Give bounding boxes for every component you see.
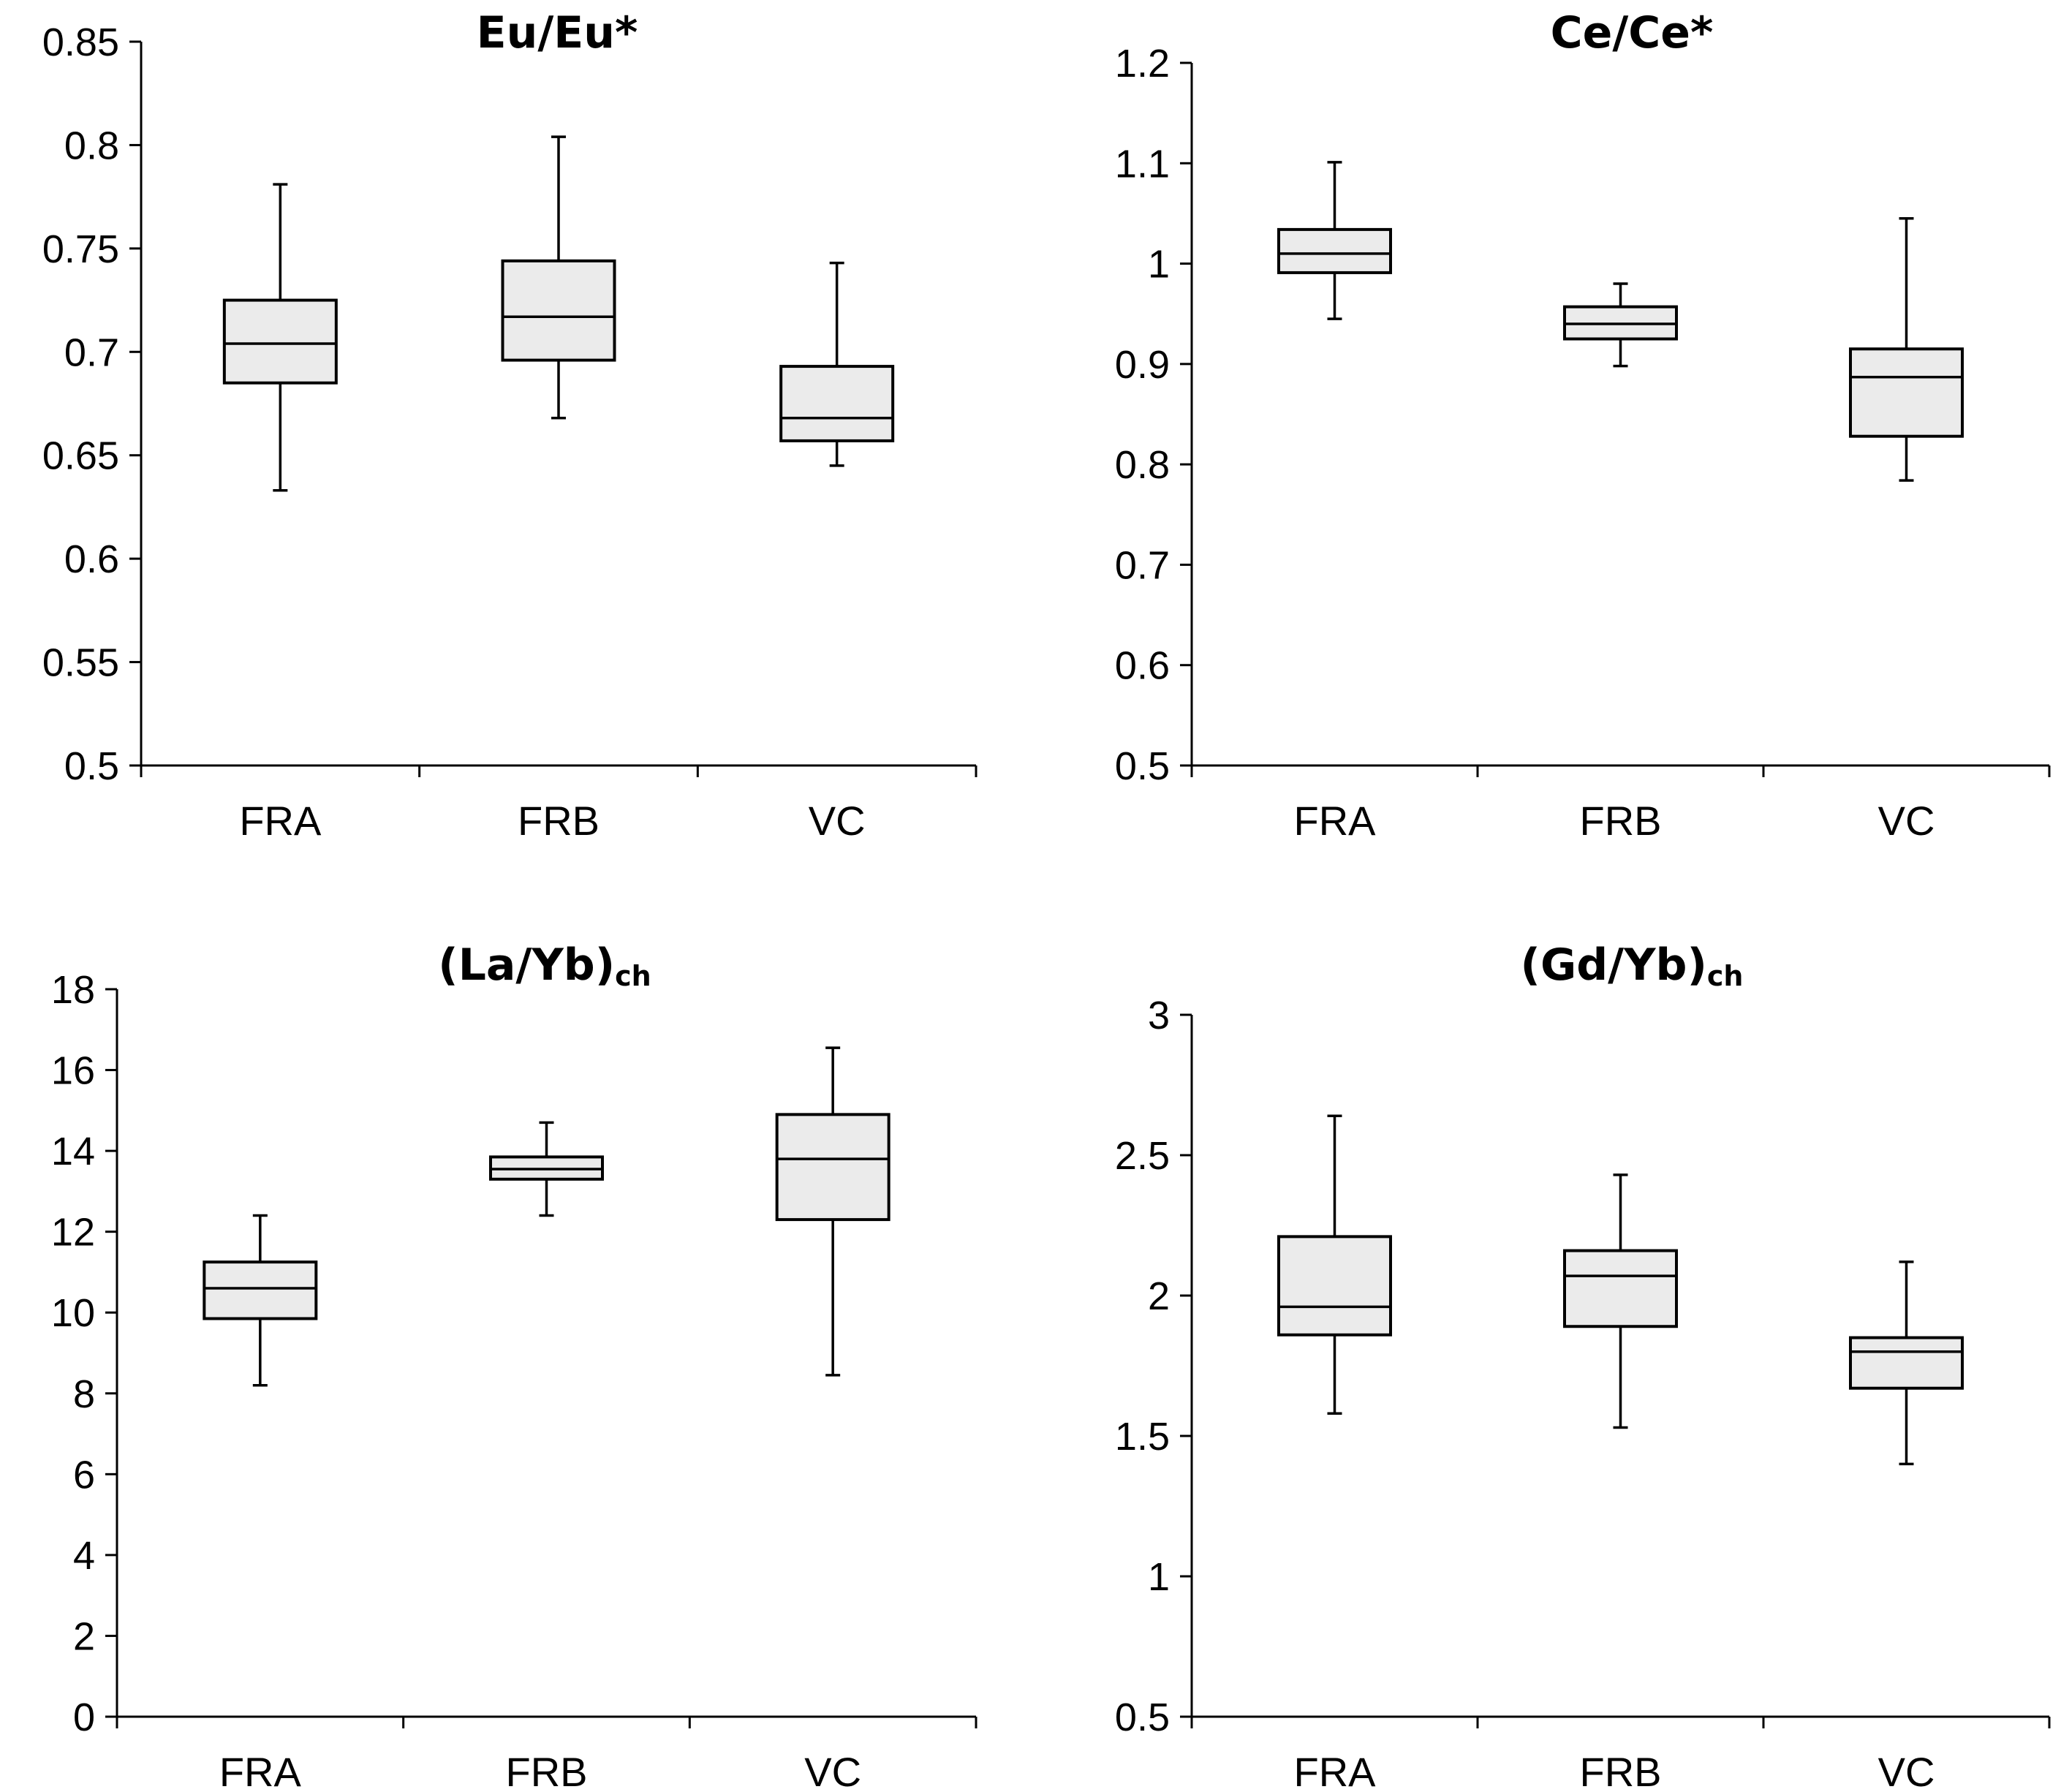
- chart-title-main: Eu/Eu*: [477, 7, 638, 58]
- x-category-label: FRB: [1580, 798, 1662, 844]
- x-category-label: FRA: [1294, 1749, 1377, 1792]
- y-tick-label: 0.5: [1115, 744, 1170, 788]
- iqr-box: [1563, 1249, 1678, 1328]
- iqr-box: [1849, 347, 1964, 438]
- box-fra: [1277, 1114, 1392, 1415]
- box-vc: [1849, 1260, 1964, 1466]
- iqr-box: [203, 1260, 318, 1320]
- y-tick-label: 2: [73, 1614, 95, 1658]
- chart-panel-1: Eu/Eu* 0.5 0.55 0.6 0.65 0.7 0.75 0.8 0.85 FRA FRB…: [42, 7, 977, 844]
- chart-title-main: (Gd/Yb): [1521, 940, 1707, 991]
- box-fra: [1277, 161, 1392, 320]
- y-tick-label: 1.2: [1115, 42, 1170, 86]
- y-tick-label: 0.9: [1115, 343, 1170, 387]
- chart-title: Eu/Eu*: [477, 7, 638, 58]
- x-category-label: FRB: [1580, 1749, 1662, 1792]
- y-tick-label: 10: [51, 1291, 95, 1335]
- y-tick-label: 1.5: [1115, 1415, 1170, 1459]
- y-tick-label: 1: [1148, 243, 1170, 287]
- iqr-box: [775, 1113, 890, 1222]
- y-tick-label: 3: [1148, 994, 1170, 1037]
- y-tick-label: 1.1: [1115, 142, 1170, 186]
- box-vc: [779, 261, 895, 467]
- box-fra: [222, 183, 338, 492]
- box-frb: [1563, 282, 1678, 368]
- box-vc: [775, 1046, 890, 1377]
- box-frb: [489, 1121, 604, 1217]
- box-frb: [1563, 1173, 1678, 1429]
- y-tick-label: 0.75: [42, 227, 119, 271]
- y-tick-label: 14: [51, 1130, 95, 1173]
- x-category-label: FRA: [239, 798, 322, 844]
- chart-title-main: (La/Yb): [438, 940, 615, 991]
- y-tick-label: 0.8: [64, 124, 119, 167]
- y-tick-label: 0.65: [42, 434, 119, 478]
- chart-title-subscript: ch: [615, 960, 651, 992]
- y-tick-label: 6: [73, 1453, 95, 1497]
- iqr-box: [222, 298, 338, 385]
- x-category-label: VC: [804, 1749, 861, 1792]
- box-vc: [1849, 217, 1964, 482]
- chart-title: Ce/Ce*: [1551, 7, 1714, 58]
- x-category-label: FRA: [1294, 798, 1377, 844]
- iqr-box: [1277, 227, 1392, 274]
- y-tick-label: 0.6: [64, 537, 119, 581]
- iqr-box: [779, 365, 895, 442]
- x-category-label: FRA: [219, 1749, 302, 1792]
- y-tick-label: 0.85: [42, 20, 119, 64]
- x-category-label: VC: [1878, 1749, 1935, 1792]
- y-tick-label: 18: [51, 968, 95, 1012]
- y-tick-label: 16: [51, 1049, 95, 1093]
- y-tick-label: 8: [73, 1372, 95, 1416]
- y-tick-label: 0: [73, 1695, 95, 1739]
- y-tick-label: 0.55: [42, 641, 119, 685]
- y-tick-label: 1: [1148, 1555, 1170, 1599]
- iqr-box: [1277, 1235, 1392, 1337]
- chart-title: (La/Yb)ch: [438, 940, 651, 992]
- chart-panel-3: (La/Yb)ch 0 2 4 6 8 10 12 14 16 18 FRA FRB VC: [51, 940, 977, 1792]
- y-tick-label: 0.6: [1115, 644, 1170, 688]
- y-tick-label: 2: [1148, 1274, 1170, 1318]
- x-category-label: FRB: [518, 798, 600, 844]
- x-category-label: FRB: [506, 1749, 588, 1792]
- chart-title-main: Ce/Ce*: [1551, 7, 1714, 58]
- chart-panel-4: (Gd/Yb)ch 0.5 1 1.5 2 2.5 3 FRA FRB VC: [1115, 940, 2051, 1792]
- y-tick-label: 4: [73, 1534, 95, 1578]
- x-category-label: VC: [1878, 798, 1935, 844]
- y-tick-label: 0.8: [1115, 443, 1170, 487]
- y-tick-label: 2.5: [1115, 1134, 1170, 1178]
- box-frb: [501, 135, 616, 420]
- iqr-box: [501, 259, 616, 362]
- y-tick-label: 0.7: [1115, 543, 1170, 587]
- chart-panel-2: Ce/Ce* 0.5 0.6 0.7 0.8 0.9 1 1.1 1.2 FRA FRB VC: [1115, 7, 2051, 844]
- box-fra: [203, 1214, 318, 1387]
- iqr-box: [1849, 1336, 1964, 1390]
- y-tick-label: 12: [51, 1211, 95, 1255]
- chart-title: (Gd/Yb)ch: [1521, 940, 1744, 992]
- x-category-label: VC: [809, 798, 866, 844]
- y-tick-label: 0.7: [64, 330, 119, 374]
- y-tick-label: 0.5: [1115, 1695, 1170, 1739]
- y-tick-label: 0.5: [64, 744, 119, 788]
- chart-title-subscript: ch: [1707, 960, 1744, 992]
